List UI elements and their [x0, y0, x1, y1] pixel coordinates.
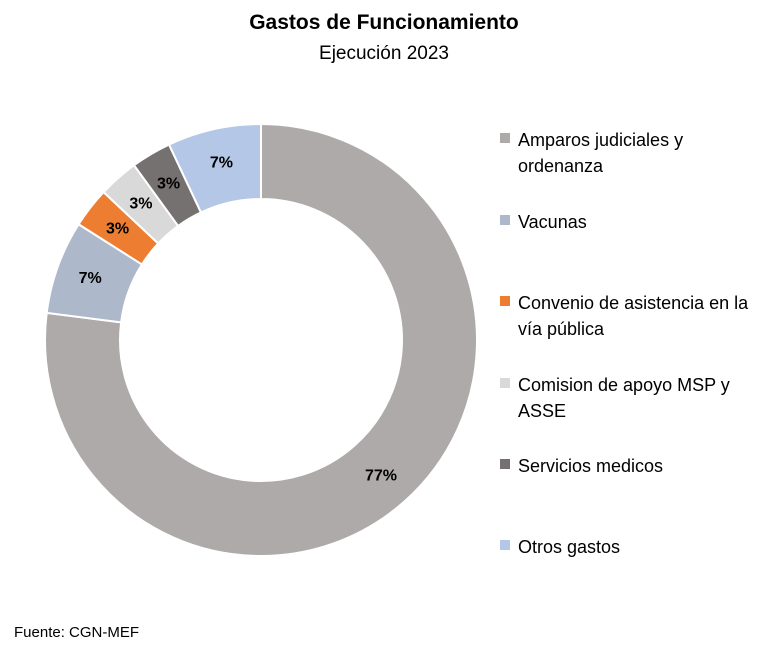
slice-amparos [44, 122, 478, 557]
chart-title: Gastos de Funcionamiento [249, 11, 519, 34]
legend-label-convenio: Convenio de asistencia en la vía pública [518, 293, 749, 339]
source-note: Fuente: CGN-MEF [14, 624, 140, 641]
legend-label-comision: Comision de apoyo MSP y ASSE [518, 375, 730, 421]
legend-swatch-comision [500, 378, 510, 388]
slice-label-vacunas: 7% [79, 270, 102, 287]
slice-label-convenio: 3% [106, 220, 129, 237]
legend-label-amparos: Amparos judiciales y ordenanza [518, 130, 684, 176]
slice-label-amparos: 77% [365, 468, 397, 485]
legend-swatch-amparos [500, 133, 510, 143]
slice-label-otros: 7% [210, 154, 233, 171]
slice-label-servicios: 3% [157, 175, 180, 192]
legend-label-vacunas: Vacunas [518, 212, 587, 232]
legend-label-servicios: Servicios medicos [518, 456, 664, 476]
chart-subtitle: Ejecución 2023 [319, 43, 449, 64]
legend-swatch-vacunas [500, 215, 510, 225]
legend-swatch-otros [500, 540, 510, 550]
legend-swatch-convenio [500, 296, 510, 306]
donut-labels: 77%7%3%3%3%7% [79, 154, 397, 484]
legend-swatch-servicios [500, 459, 510, 469]
legend-label-otros: Otros gastos [518, 537, 621, 557]
slice-otros [167, 122, 262, 214]
donut-slices [44, 122, 478, 557]
slice-label-comision: 3% [129, 195, 152, 212]
